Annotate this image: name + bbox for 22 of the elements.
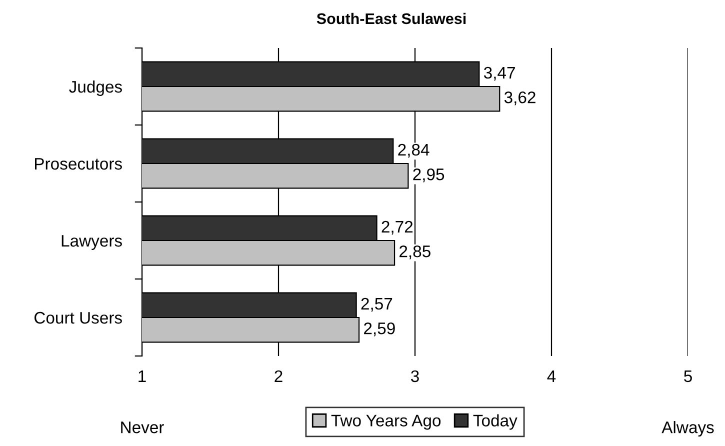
data-label: 2,72 xyxy=(382,220,413,235)
text: Always xyxy=(662,421,714,437)
y-tick-label: Judges xyxy=(69,80,122,96)
data-label: 2,57 xyxy=(361,298,392,312)
legend-label: Two Years Ago xyxy=(331,414,441,430)
x-tick-label: 2 xyxy=(274,370,282,382)
x-tick-label: 4 xyxy=(547,370,556,382)
legend-label: Today xyxy=(473,414,518,430)
data-label: 2,95 xyxy=(413,168,444,182)
text: Never xyxy=(121,422,164,434)
chart-title: South-East Sulawesi xyxy=(316,12,466,24)
data-label: 2,85 xyxy=(400,245,430,260)
y-tick-label: Lawyers xyxy=(62,235,122,250)
data-label: 3,62 xyxy=(504,91,536,106)
x-tick-label: 5 xyxy=(684,370,692,382)
y-tick-label: Court Users xyxy=(34,312,122,324)
x-tick-label: 3 xyxy=(411,370,419,382)
x-tick-label: 1 xyxy=(138,370,146,382)
data-label: 3,47 xyxy=(484,66,515,81)
data-label: 2,59 xyxy=(364,322,395,336)
data-label: 2,84 xyxy=(398,144,430,158)
y-tick-label: Prosecutors xyxy=(35,158,122,170)
